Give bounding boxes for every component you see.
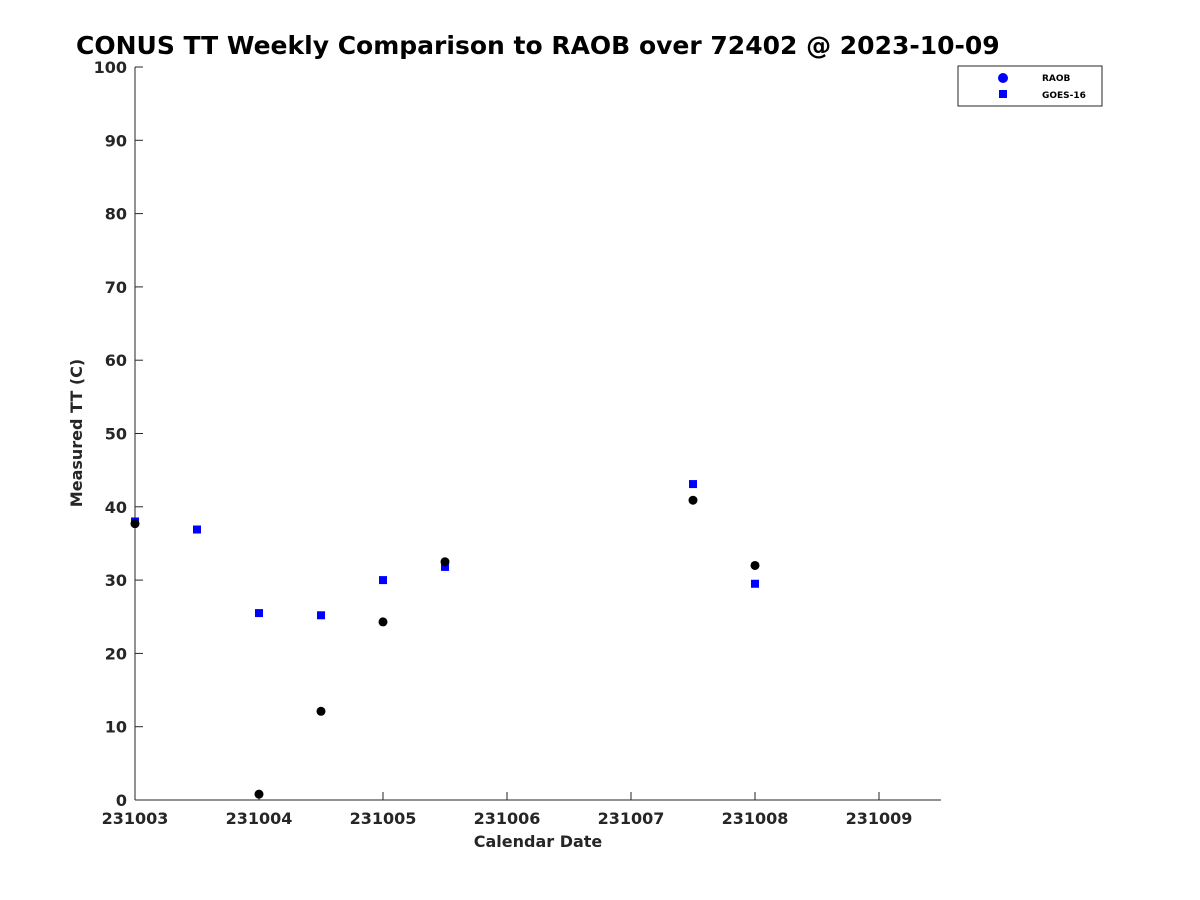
- raob-point: [130, 519, 140, 529]
- x-axis-ticks: 231003 231004 231005 231006 231007 231008 2310…: [102, 792, 913, 828]
- plot-axes: [134, 67, 941, 801]
- data-points: [130, 480, 760, 799]
- legend-raob-marker: [998, 73, 1008, 83]
- y-tick-label: 70: [105, 278, 127, 297]
- raob-point: [378, 617, 388, 627]
- chart-title: CONUS TT Weekly Comparison to RAOB over …: [76, 31, 1000, 60]
- goes-16-point: [193, 525, 201, 534]
- raob-point: [750, 560, 760, 570]
- goes-16-point: [255, 609, 263, 618]
- x-tick-label: 231006: [474, 809, 541, 828]
- y-tick-label: 40: [105, 498, 127, 517]
- y-tick-label: 50: [105, 425, 127, 444]
- y-axis-ticks: 0 10 20 30 40 50 60 70 80 90 100: [94, 58, 143, 810]
- x-tick-label: 231003: [102, 809, 169, 828]
- y-tick-label: 20: [105, 644, 127, 663]
- x-tick-label: 231009: [846, 809, 913, 828]
- y-tick-label: 80: [105, 205, 127, 224]
- x-axis-label: Calendar Date: [474, 832, 603, 851]
- legend-goes-marker: [999, 90, 1007, 98]
- legend-goes-label: GOES-16: [1042, 91, 1086, 101]
- raob-point: [254, 789, 264, 799]
- raob-point: [440, 557, 450, 567]
- y-tick-label: 10: [105, 718, 127, 737]
- y-axis-label: Measured TT (C): [67, 359, 86, 507]
- legend-box: [957, 65, 1103, 107]
- goes-16-point: [317, 611, 325, 620]
- goes-16-point: [441, 562, 449, 571]
- raob-point: [688, 495, 698, 505]
- y-tick-label: 60: [105, 351, 127, 370]
- y-tick-label: 100: [94, 58, 127, 77]
- y-tick-label: 30: [105, 571, 127, 590]
- x-tick-label: 231008: [722, 809, 789, 828]
- y-tick-label: 0: [116, 791, 127, 810]
- x-tick-label: 231005: [350, 809, 417, 828]
- goes-16-point: [379, 576, 387, 585]
- y-tick-label: 90: [105, 131, 127, 150]
- goes-16-point: [751, 579, 759, 588]
- legend-raob-label: RAOB: [1042, 74, 1071, 84]
- goes-16-point: [689, 480, 697, 489]
- x-tick-label: 231004: [226, 809, 293, 828]
- legend: RAOB GOES-16: [957, 65, 1103, 107]
- raob-point: [316, 706, 326, 716]
- x-tick-label: 231007: [598, 809, 665, 828]
